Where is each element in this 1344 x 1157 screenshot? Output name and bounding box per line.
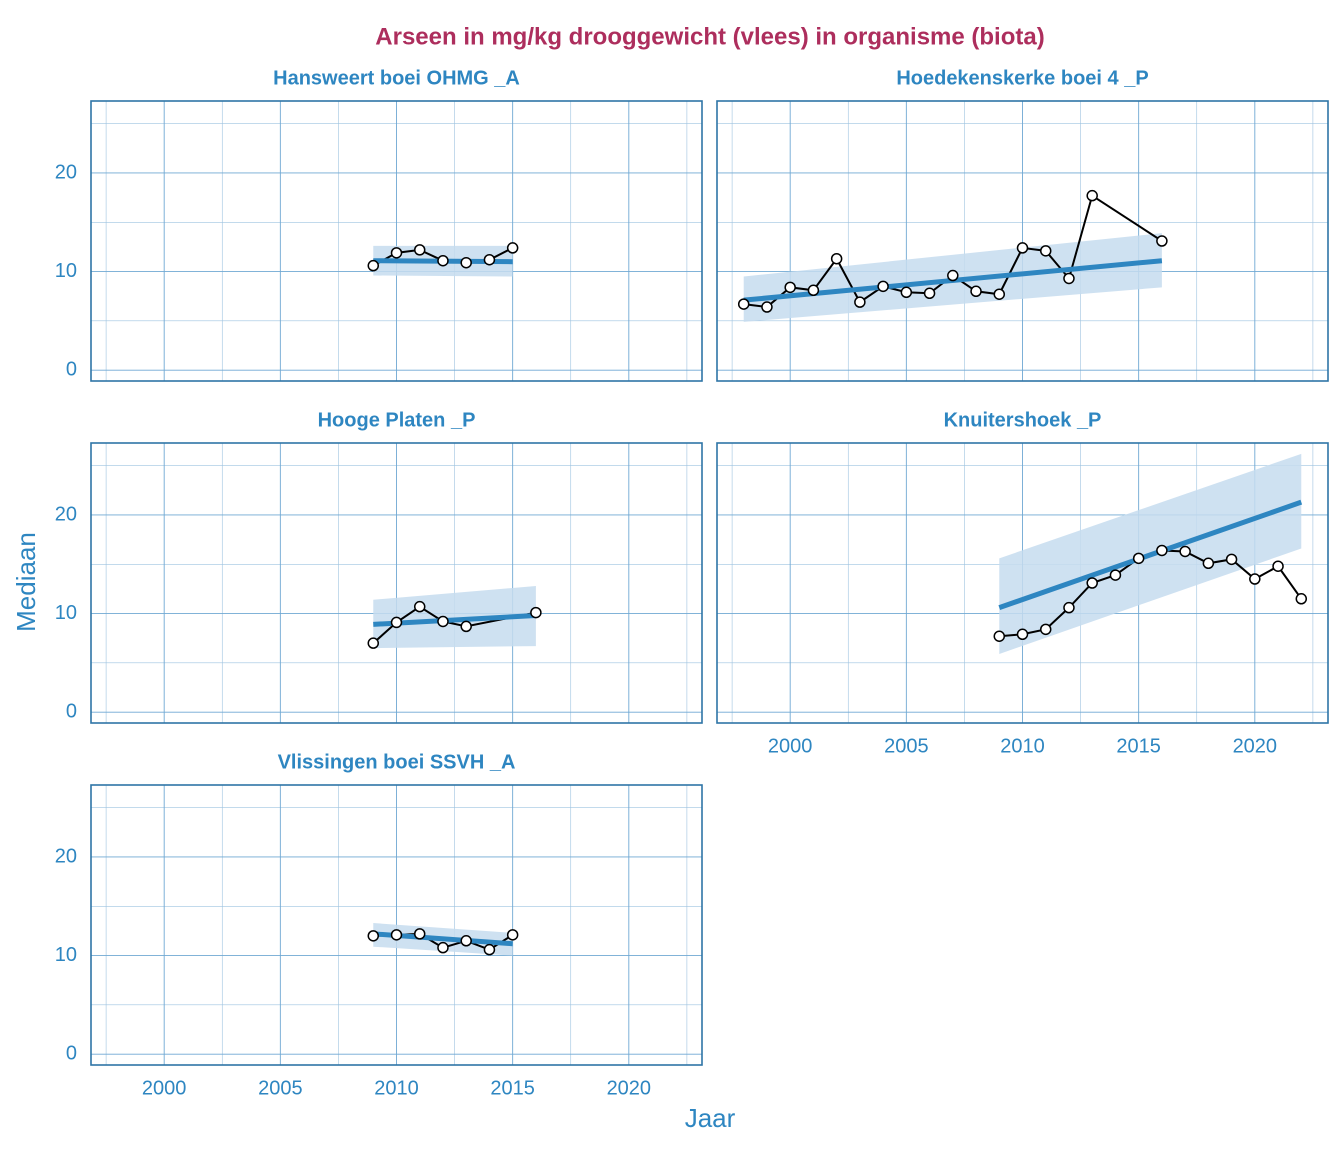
data-point (390, 929, 403, 941)
y-tick-label: 10 (55, 602, 77, 624)
data-point (1249, 573, 1261, 585)
data-point (877, 280, 889, 293)
panel-border (716, 100, 1329, 382)
data-point (1086, 577, 1098, 589)
y-tick-label: 20 (55, 845, 77, 867)
panel-border (90, 784, 703, 1066)
data-point (413, 928, 426, 940)
y-tick-label: 10 (55, 260, 77, 282)
y-tick-label: 20 (55, 503, 77, 525)
data-point (1016, 242, 1029, 254)
data-point (1156, 544, 1168, 557)
data-point (1086, 189, 1098, 202)
x-tick-label: 2000 (768, 735, 813, 757)
data-point (367, 637, 380, 649)
data-point (460, 620, 472, 633)
data-point (830, 252, 843, 265)
data-point (1202, 557, 1215, 570)
data-point (1156, 235, 1168, 247)
panel-title: Knuitershoek _P (944, 409, 1102, 431)
x-tick-label: 2010 (1000, 735, 1045, 757)
data-point (807, 284, 820, 297)
data-point (1179, 545, 1191, 558)
data-point (923, 287, 936, 300)
y-tick-label: 10 (55, 944, 77, 966)
y-axis-title: Mediaan (11, 532, 41, 632)
data-point (1039, 623, 1052, 636)
data-point (970, 285, 982, 298)
data-point (390, 616, 403, 629)
x-tick-label: 2010 (374, 1077, 419, 1099)
data-point (737, 298, 750, 310)
data-point (784, 281, 796, 294)
x-tick-label: 2020 (607, 1077, 652, 1099)
data-point (390, 247, 403, 259)
x-tick-label: 2005 (884, 735, 929, 757)
data-point (900, 286, 913, 299)
data-point (413, 244, 426, 256)
x-tick-label: 2015 (490, 1077, 535, 1099)
data-point (483, 943, 496, 956)
confidence-band (373, 585, 536, 649)
panel-border (90, 442, 703, 724)
data-point (1132, 552, 1145, 565)
data-point (1225, 553, 1238, 566)
panel-border (90, 100, 703, 382)
data-point (854, 296, 866, 308)
y-tick-label: 0 (66, 1042, 77, 1064)
data-point (437, 615, 449, 628)
x-tick-label: 2000 (142, 1077, 187, 1099)
panel-title: Vlissingen boei SSVH _A (278, 751, 516, 773)
trend-line (998, 499, 1303, 611)
data-point (1272, 560, 1284, 572)
data-point (437, 941, 449, 954)
x-axis-title: Jaar (685, 1103, 736, 1133)
chart-title: Arseen in mg/kg drooggewicht (vlees) in … (375, 23, 1044, 50)
x-tick-label: 2020 (1233, 735, 1278, 757)
panel-title: Hoedekenskerke boei 4 _P (896, 67, 1148, 89)
data-point (993, 630, 1006, 642)
x-tick-label: 2005 (258, 1077, 303, 1099)
data-point (506, 929, 519, 941)
data-point (1039, 245, 1052, 257)
data-point (483, 253, 496, 266)
data-point (993, 288, 1006, 300)
y-tick-label: 0 (66, 700, 77, 722)
y-tick-label: 0 (66, 358, 77, 380)
panel-title: Hansweert boei OHMG _A (273, 67, 520, 89)
data-point (947, 269, 959, 282)
data-point (1109, 569, 1122, 581)
data-point (367, 930, 380, 942)
data-point (437, 254, 449, 267)
data-point (761, 301, 773, 313)
data-point (506, 242, 519, 254)
panel-border (716, 442, 1329, 724)
data-point (413, 600, 426, 613)
data-point (367, 259, 380, 272)
y-tick-label: 20 (55, 161, 77, 183)
data-point (1063, 272, 1075, 285)
data-point (1063, 601, 1075, 614)
data-point (460, 935, 472, 947)
x-tick-label: 2015 (1116, 735, 1161, 757)
data-point (530, 606, 542, 619)
panel-title: Hooge Platen _P (318, 409, 476, 431)
data-point (460, 256, 472, 269)
data-point (1016, 628, 1029, 641)
data-point (1295, 593, 1308, 605)
